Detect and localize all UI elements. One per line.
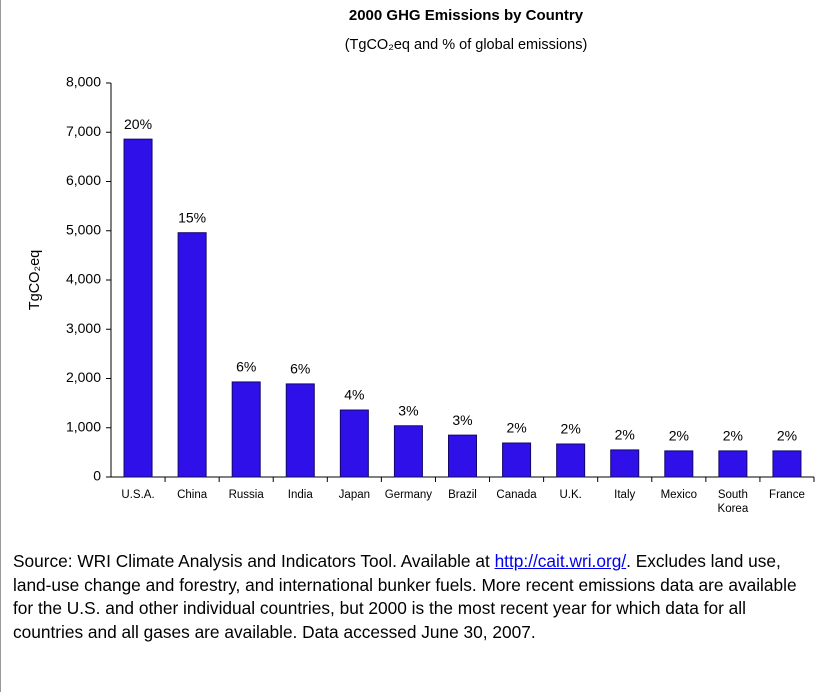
bar bbox=[448, 434, 477, 478]
bar bbox=[664, 450, 694, 478]
bar bbox=[393, 425, 423, 478]
share-label: 2% bbox=[615, 427, 635, 443]
source-note: Source: WRI Climate Analysis and Indicat… bbox=[13, 550, 818, 644]
share-label: 2% bbox=[506, 420, 526, 436]
y-tick-label: 4,000 bbox=[66, 271, 101, 287]
x-tick-label: U.S.A. bbox=[121, 489, 155, 501]
bar bbox=[285, 383, 315, 478]
share-label: 4% bbox=[344, 387, 364, 403]
share-label: 2% bbox=[777, 428, 797, 444]
share-label: 6% bbox=[290, 361, 310, 377]
share-label: 3% bbox=[398, 402, 418, 418]
bar bbox=[502, 442, 532, 478]
share-label: 2% bbox=[669, 428, 689, 444]
bar bbox=[177, 232, 207, 478]
bar bbox=[556, 443, 586, 478]
source-link[interactable]: http://cait.wri.org/ bbox=[494, 551, 627, 571]
y-tick-label: 1,000 bbox=[66, 418, 101, 434]
y-tick-label: 8,000 bbox=[66, 74, 101, 90]
x-tick-label: Italy bbox=[614, 489, 636, 501]
share-label: 2% bbox=[723, 428, 743, 444]
chart-subtitle: (TgCO₂eq and % of global emissions) bbox=[345, 37, 588, 53]
share-label: 3% bbox=[452, 412, 472, 428]
x-tick-label: Canada bbox=[496, 489, 537, 501]
y-tick-label: 7,000 bbox=[66, 123, 101, 139]
share-label: 6% bbox=[236, 359, 256, 375]
chart-title: 2000 GHG Emissions by Country bbox=[349, 7, 584, 24]
x-tick-label: Brazil bbox=[448, 489, 477, 501]
source-text: . Excludes land use, land-use change and… bbox=[13, 551, 797, 642]
x-tick-label: South Korea bbox=[717, 489, 749, 515]
x-tick-label: India bbox=[287, 489, 313, 501]
bar bbox=[772, 450, 802, 478]
y-tick-label: 6,000 bbox=[66, 172, 101, 188]
chart: 2000 GHG Emissions by Country (TgCO₂eq a… bbox=[27, 7, 815, 484]
bar bbox=[718, 450, 748, 478]
share-label: 2% bbox=[561, 421, 581, 437]
y-tick-label: 3,000 bbox=[66, 320, 101, 336]
x-tick-label: Russia bbox=[228, 489, 264, 501]
bar bbox=[339, 409, 369, 478]
y-tick-label: 0 bbox=[93, 468, 101, 484]
y-tick-label: 2,000 bbox=[66, 369, 101, 385]
y-tick-label: 5,000 bbox=[66, 221, 101, 237]
share-label: 20% bbox=[124, 116, 152, 132]
x-tick-label: Mexico bbox=[660, 489, 698, 501]
bar bbox=[610, 449, 640, 478]
share-label: 15% bbox=[178, 209, 206, 225]
x-tick-label: Germany bbox=[384, 489, 433, 501]
source-text: Source: WRI Climate Analysis and Indicat… bbox=[13, 551, 495, 571]
y-axis-label: TgCO₂eq bbox=[27, 250, 43, 310]
x-tick-label: Japan bbox=[338, 489, 371, 501]
x-tick-label: France bbox=[769, 489, 805, 501]
x-tick-label: U.K. bbox=[559, 489, 582, 501]
x-tick-label: China bbox=[177, 489, 208, 501]
bar bbox=[231, 381, 261, 478]
bar bbox=[123, 138, 153, 478]
